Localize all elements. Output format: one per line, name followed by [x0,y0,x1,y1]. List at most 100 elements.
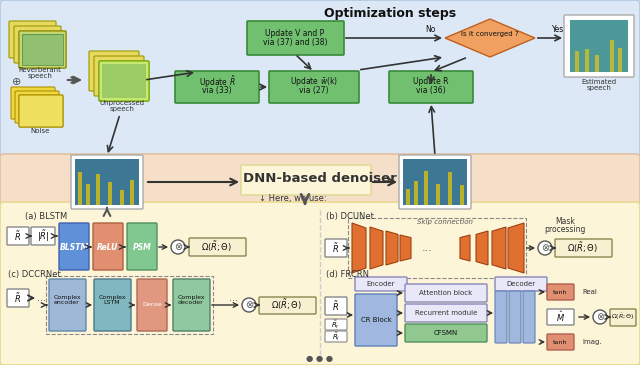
Text: Decoder: Decoder [506,281,536,287]
Text: $\Omega(\tilde{R};\Theta)$: $\Omega(\tilde{R};\Theta)$ [271,298,303,312]
FancyBboxPatch shape [460,185,464,205]
Text: Is it converged ?: Is it converged ? [461,31,519,37]
FancyBboxPatch shape [19,31,66,68]
Text: Imag.: Imag. [582,339,602,345]
FancyBboxPatch shape [495,277,547,291]
Text: speech: speech [28,73,52,79]
Text: No: No [425,26,435,35]
Circle shape [593,310,607,324]
Text: Dense: Dense [142,303,162,307]
Text: tanh: tanh [553,289,567,295]
Polygon shape [352,223,366,273]
FancyBboxPatch shape [127,223,157,270]
Text: Update R: Update R [413,77,449,87]
FancyBboxPatch shape [424,171,428,205]
Text: Estimated: Estimated [581,79,616,85]
FancyBboxPatch shape [325,319,347,330]
FancyBboxPatch shape [7,227,29,245]
FancyBboxPatch shape [15,91,59,123]
FancyBboxPatch shape [189,238,246,256]
Text: BLSTM: BLSTM [60,242,88,251]
Circle shape [242,298,256,312]
FancyBboxPatch shape [9,21,56,58]
FancyBboxPatch shape [11,87,55,119]
Text: Recurrent module: Recurrent module [415,310,477,316]
Text: speech: speech [109,106,134,112]
Circle shape [171,240,185,254]
Text: Mask: Mask [555,218,575,227]
Text: PSM: PSM [132,242,152,251]
Text: (c) DCCRNet: (c) DCCRNet [8,270,61,280]
Text: Attention block: Attention block [419,290,472,296]
FancyBboxPatch shape [618,42,622,72]
Text: $\Omega(\tilde{R};\Theta)$: $\Omega(\tilde{R};\Theta)$ [568,241,598,256]
Text: Unprocessed: Unprocessed [99,100,145,106]
Text: tanh: tanh [553,339,567,345]
Text: ↓ Here, we use:: ↓ Here, we use: [259,193,327,203]
FancyBboxPatch shape [448,172,452,205]
FancyBboxPatch shape [19,31,66,68]
FancyBboxPatch shape [547,309,574,325]
FancyBboxPatch shape [547,334,574,350]
Text: Yes: Yes [552,26,564,35]
FancyBboxPatch shape [19,95,63,127]
Text: CR Block: CR Block [360,317,392,323]
FancyBboxPatch shape [108,182,112,205]
FancyBboxPatch shape [71,155,143,209]
Text: Complex
LSTM: Complex LSTM [98,295,126,306]
FancyBboxPatch shape [570,20,628,72]
FancyBboxPatch shape [389,71,473,103]
Text: via (33): via (33) [202,85,232,95]
FancyBboxPatch shape [78,172,82,205]
FancyBboxPatch shape [610,60,614,72]
FancyBboxPatch shape [130,180,134,205]
FancyBboxPatch shape [595,45,599,72]
FancyBboxPatch shape [89,51,139,91]
Text: $\Omega(\tilde{R};\Theta)$: $\Omega(\tilde{R};\Theta)$ [202,240,232,254]
FancyBboxPatch shape [436,184,440,205]
Text: DNN-based denoiser: DNN-based denoiser [243,172,397,184]
Text: $\tilde{R}$: $\tilde{R}$ [15,291,22,305]
Text: Complex
encoder: Complex encoder [53,295,81,306]
FancyBboxPatch shape [102,64,146,98]
FancyBboxPatch shape [269,71,359,103]
Text: ReLU: ReLU [97,242,118,251]
FancyBboxPatch shape [75,159,139,205]
Text: speech: speech [587,85,611,91]
Text: ⊗: ⊗ [174,242,182,252]
FancyBboxPatch shape [19,95,63,127]
Text: ...: ... [38,293,47,303]
FancyBboxPatch shape [325,331,347,342]
Text: processing: processing [544,224,586,234]
FancyBboxPatch shape [99,61,149,101]
FancyBboxPatch shape [575,39,579,72]
FancyBboxPatch shape [94,56,144,96]
Polygon shape [476,231,488,265]
FancyBboxPatch shape [0,154,640,214]
FancyBboxPatch shape [405,324,487,342]
FancyBboxPatch shape [259,297,316,314]
Text: via (36): via (36) [416,85,446,95]
FancyBboxPatch shape [241,165,371,195]
Text: ⊕: ⊕ [12,77,22,87]
FancyBboxPatch shape [564,15,634,77]
Text: via (27): via (27) [300,85,329,95]
Text: Update $\bar{w}$(k): Update $\bar{w}$(k) [290,76,338,88]
FancyBboxPatch shape [355,277,407,291]
FancyBboxPatch shape [22,34,63,65]
FancyBboxPatch shape [86,184,90,205]
Polygon shape [400,235,411,261]
Polygon shape [508,223,524,273]
FancyBboxPatch shape [31,227,55,245]
FancyBboxPatch shape [59,223,89,270]
Text: ⊗: ⊗ [245,300,253,310]
Polygon shape [370,227,383,269]
Text: $\tilde{R}$: $\tilde{R}$ [332,299,340,313]
Text: $\tilde{R}_r$: $\tilde{R}_r$ [332,318,340,331]
FancyBboxPatch shape [0,0,640,166]
Text: $\tilde{R}$: $\tilde{R}$ [15,229,22,243]
Text: Reverberant: Reverberant [19,67,61,73]
Polygon shape [460,235,470,261]
FancyBboxPatch shape [585,50,589,72]
FancyBboxPatch shape [173,279,210,331]
